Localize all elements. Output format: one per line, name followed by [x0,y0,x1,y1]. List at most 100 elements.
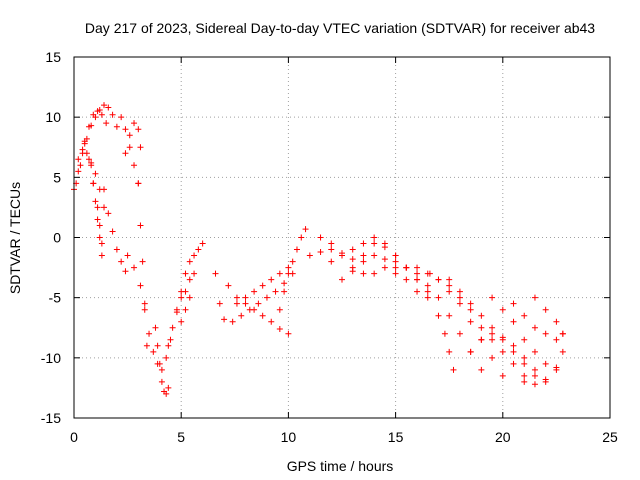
data-point [426,270,433,277]
data-point [86,123,93,130]
data-point [328,240,335,247]
y-tick-labels: -15 -10 -5 0 5 10 15 [41,49,61,426]
series-sat-arc-21 [317,234,399,277]
data-point [105,210,112,217]
data-point [531,348,538,355]
axis-ticks [73,56,611,419]
data-point [531,381,538,388]
series-sat-arc-01 [71,102,120,193]
x-tick-labels: 0 5 10 15 20 25 [70,429,618,445]
data-point [135,180,142,187]
x-tick-label: 15 [388,429,404,445]
data-point [251,288,258,295]
data-point [531,372,538,379]
series-sat-arc-26 [426,270,528,379]
data-point [259,282,266,289]
data-point [146,330,153,337]
data-point [165,384,172,391]
y-tick-label: -5 [49,290,62,306]
data-point [499,348,506,355]
data-point [542,360,549,367]
data-point [559,330,566,337]
data-point [154,342,161,349]
data-point [79,146,86,153]
data-point [158,378,165,385]
data-point [298,234,305,241]
series-sat-arc-31 [521,348,566,388]
x-tick-label: 5 [177,429,185,445]
data-point [101,186,108,193]
data-point [118,114,125,121]
data-point [156,360,163,367]
y-tick-label: 0 [53,230,61,246]
data-point [137,222,144,229]
series-sat-arc-19 [276,226,309,313]
data-point [349,268,356,275]
data-point [289,258,296,265]
series-sat-arc-18 [233,264,292,307]
data-point [233,294,240,301]
data-point [456,288,463,295]
data-point [499,334,506,341]
data-point [135,126,142,133]
series-sat-arc-14 [178,270,198,325]
series-sat-arc-15 [212,270,228,323]
data-point [165,342,172,349]
data-point [124,252,131,259]
data-point [489,354,496,361]
data-point [456,294,463,301]
data-point [414,288,421,295]
data-point [531,294,538,301]
data-point [510,342,517,349]
series-sat-arc-20 [306,240,457,373]
data-point [392,258,399,265]
data-point [499,372,506,379]
data-point [169,324,176,331]
data-point [152,324,159,331]
data-point [186,258,193,265]
data-point [521,378,528,385]
data-point [446,312,453,319]
series-sat-arc-12 [165,276,193,349]
data-point [233,300,240,307]
series-sat-arc-13 [173,240,206,313]
data-point [75,168,82,175]
data-point [349,246,356,253]
data-point [467,300,474,307]
data-point [122,150,129,157]
series-sat-arc-28 [467,330,538,373]
data-point [173,306,180,313]
data-point [317,234,324,241]
data-point [446,282,453,289]
data-point [141,300,148,307]
y-tick-label: 15 [45,49,61,65]
data-point [360,240,367,247]
data-point [131,162,138,169]
data-point [191,252,198,259]
data-point [94,216,101,223]
data-point [122,268,129,275]
data-point [542,376,549,383]
data-point [414,270,421,277]
series-sat-arc-05 [88,162,105,259]
data-point [489,330,496,337]
data-point [96,234,103,241]
data-point [75,156,82,163]
data-point [163,390,170,397]
series-sat-arc-25 [414,264,506,379]
data-point [109,228,116,235]
data-point [456,300,463,307]
data-point [158,366,165,373]
data-point [553,366,560,373]
data-point [414,264,421,271]
series-sat-arc-32 [531,294,566,337]
data-point [559,348,566,355]
data-point [137,144,144,151]
data-point [98,240,105,247]
x-tick-label: 0 [70,429,78,445]
data-point [163,354,170,361]
data-point [446,288,453,295]
data-point [88,162,95,169]
data-point [521,360,528,367]
data-point [360,258,367,265]
